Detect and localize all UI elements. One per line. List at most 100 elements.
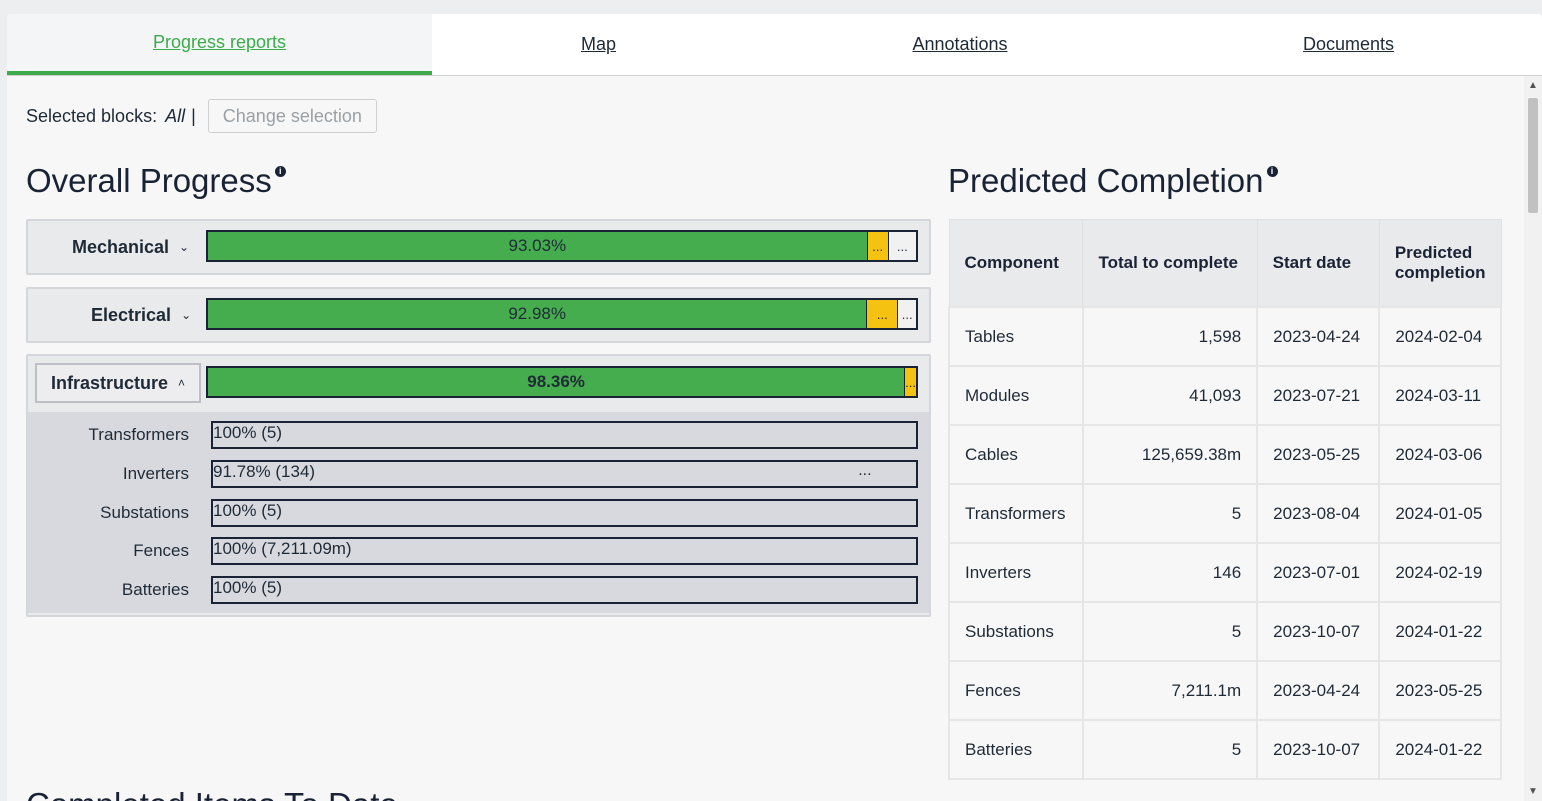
tab-annotations[interactable]: Annotations bbox=[912, 34, 1008, 54]
start-date-cell: 2023-05-25 bbox=[1256, 424, 1381, 485]
component-cell: Substations bbox=[948, 601, 1084, 662]
progress-fill: 92.98% bbox=[208, 300, 867, 328]
table-row: Tables 1,598 2023-04-24 2024-02-04 bbox=[948, 306, 1502, 367]
table-header-row: Component Total to complete Start date P… bbox=[948, 219, 1502, 308]
in-progress-segment[interactable]: ... bbox=[866, 232, 888, 260]
component-label: Inverters bbox=[122, 464, 189, 483]
total-cell: 125,659.38m bbox=[1081, 424, 1259, 485]
table-row: Inverters 146 2023-07-01 2024-02-19 bbox=[948, 542, 1502, 603]
predicted-completion-cell: 2024-01-05 bbox=[1378, 483, 1502, 544]
scroll-thumb[interactable] bbox=[1528, 98, 1538, 213]
chevron-down-icon: ⌄ bbox=[181, 308, 192, 322]
group-header: Infrastructure ˄ 98.36% ... bbox=[28, 356, 929, 408]
component-progress-bar: 100% (7,211.09m) bbox=[211, 537, 918, 565]
start-date-cell: 2023-04-24 bbox=[1256, 306, 1381, 367]
component-progress-bar: 91.78% (134) ... bbox=[211, 460, 918, 488]
start-date-cell: 2023-07-01 bbox=[1256, 542, 1381, 603]
start-date-cell: 2023-04-24 bbox=[1256, 660, 1381, 721]
total-cell: 7,211.1m bbox=[1081, 660, 1259, 721]
scroll-down-icon[interactable]: ▼ bbox=[1528, 786, 1538, 797]
predicted-completion-cell: 2023-05-25 bbox=[1378, 660, 1502, 721]
component-cell: Batteries bbox=[948, 719, 1084, 780]
chevron-down-icon: ⌄ bbox=[179, 240, 190, 254]
total-cell: 5 bbox=[1081, 483, 1259, 544]
progress-label: 93.03% bbox=[508, 236, 567, 255]
group-header: Mechanical ⌄ 93.03% ... ... bbox=[28, 221, 929, 273]
column-header: Predicted completion bbox=[1378, 219, 1502, 308]
group-infrastructure: Infrastructure ˄ 98.36% ... Transformers … bbox=[26, 354, 931, 617]
in-progress-segment[interactable]: ... bbox=[866, 300, 898, 328]
predicted-completion-title-text: Predicted Completion bbox=[948, 162, 1264, 199]
info-icon[interactable]: i bbox=[274, 166, 286, 177]
component-cell: Inverters bbox=[948, 542, 1084, 603]
progress-label: 100% (7,211.09m) bbox=[213, 539, 352, 558]
start-date-cell: 2023-10-07 bbox=[1256, 719, 1381, 780]
tab-documents[interactable]: Documents bbox=[1302, 34, 1395, 54]
group-toggle-mechanical[interactable]: Mechanical ⌄ bbox=[72, 221, 189, 273]
progress-bar-infrastructure: 98.36% ... bbox=[206, 366, 918, 398]
total-cell: 1,598 bbox=[1081, 306, 1259, 367]
progress-bar-electrical: 92.98% ... ... bbox=[206, 298, 918, 330]
group-name-infrastructure: Infrastructure bbox=[51, 372, 169, 393]
progress-fill: 100% (7,211.09m) bbox=[213, 539, 916, 563]
predicted-completion-table: Component Total to complete Start date P… bbox=[948, 219, 1502, 780]
selected-blocks-value: All bbox=[165, 105, 186, 126]
chevron-up-icon: ˄ bbox=[178, 376, 186, 390]
component-cell: Cables bbox=[948, 424, 1084, 485]
component-label: Fences bbox=[133, 541, 189, 560]
component-label: Transformers bbox=[88, 425, 189, 444]
start-date-cell: 2023-07-21 bbox=[1256, 365, 1381, 426]
component-cell: Transformers bbox=[948, 483, 1084, 544]
predicted-completion-cell: 2024-02-04 bbox=[1378, 306, 1502, 367]
progress-fill: 98.36% bbox=[208, 368, 905, 396]
progress-fill: 93.03% bbox=[208, 232, 867, 260]
total-cell: 41,093 bbox=[1081, 365, 1259, 426]
group-name-electrical: Electrical bbox=[91, 304, 172, 325]
total-cell: 5 bbox=[1081, 719, 1259, 780]
list-item: Inverters 91.78% (134) ... bbox=[28, 459, 929, 489]
list-item: Batteries 100% (5) bbox=[28, 575, 929, 605]
progress-label: 92.98% bbox=[508, 304, 566, 323]
predicted-completion-cell: 2024-02-19 bbox=[1378, 542, 1502, 603]
component-progress-bar: 100% (5) bbox=[211, 499, 918, 527]
table-row: Fences 7,211.1m 2023-04-24 2023-05-25 bbox=[948, 660, 1502, 721]
remaining-segment[interactable]: ... bbox=[897, 300, 916, 328]
group-toggle-infrastructure[interactable]: Infrastructure ˄ bbox=[35, 363, 202, 403]
info-icon[interactable]: i bbox=[1266, 166, 1278, 177]
table-row: Substations 5 2023-10-07 2024-01-22 bbox=[948, 601, 1502, 662]
predicted-completion-cell: 2024-01-22 bbox=[1378, 601, 1502, 662]
change-selection-button[interactable]: Change selection bbox=[207, 99, 377, 133]
column-header: Component bbox=[948, 219, 1084, 308]
separator: | bbox=[191, 105, 196, 126]
progress-label: 100% (5) bbox=[213, 423, 282, 442]
selection-row: Selected blocks: All | Change selection bbox=[26, 98, 377, 134]
vertical-scrollbar[interactable]: ▲ ▼ bbox=[1524, 76, 1542, 801]
progress-label: 100% (5) bbox=[213, 578, 282, 597]
component-progress-bar: 100% (5) bbox=[211, 576, 918, 604]
in-progress-segment[interactable]: ... bbox=[904, 368, 916, 396]
remaining-segment[interactable]: ... bbox=[887, 232, 916, 260]
scroll-up-icon[interactable]: ▲ bbox=[1528, 80, 1538, 91]
tab-progress-reports[interactable]: Progress reports bbox=[7, 14, 432, 75]
group-header: Electrical ⌄ 92.98% ... ... bbox=[28, 289, 929, 341]
component-progress-bar: 100% (5) bbox=[211, 421, 918, 449]
predicted-completion-title: Predicted Completion i bbox=[948, 162, 1278, 200]
column-header: Total to complete bbox=[1082, 219, 1258, 308]
progress-bar-mechanical: 93.03% ... ... bbox=[206, 230, 918, 262]
group-name-mechanical: Mechanical bbox=[72, 236, 170, 257]
tab-map[interactable]: Map bbox=[580, 34, 616, 54]
selected-blocks-label: Selected blocks: bbox=[26, 105, 158, 126]
in-progress-segment[interactable]: ... bbox=[858, 462, 872, 479]
tab-bar: Progress reports Map Annotations Documen… bbox=[7, 14, 1542, 76]
table-row: Batteries 5 2023-10-07 2024-01-22 bbox=[948, 719, 1502, 780]
predicted-completion-cell: 2024-03-06 bbox=[1378, 424, 1502, 485]
progress-fill: 100% (5) bbox=[213, 501, 916, 525]
completed-items-title: Completed Items To Date bbox=[26, 786, 398, 801]
component-label: Batteries bbox=[121, 580, 189, 599]
predicted-completion-cell: 2024-03-11 bbox=[1378, 365, 1502, 426]
start-date-cell: 2023-08-04 bbox=[1256, 483, 1381, 544]
group-toggle-electrical[interactable]: Electrical ⌄ bbox=[91, 289, 191, 341]
list-item: Fences 100% (7,211.09m) bbox=[28, 536, 929, 566]
overall-progress-title: Overall Progress i bbox=[26, 162, 286, 200]
list-item: Substations 100% (5) bbox=[28, 498, 929, 528]
